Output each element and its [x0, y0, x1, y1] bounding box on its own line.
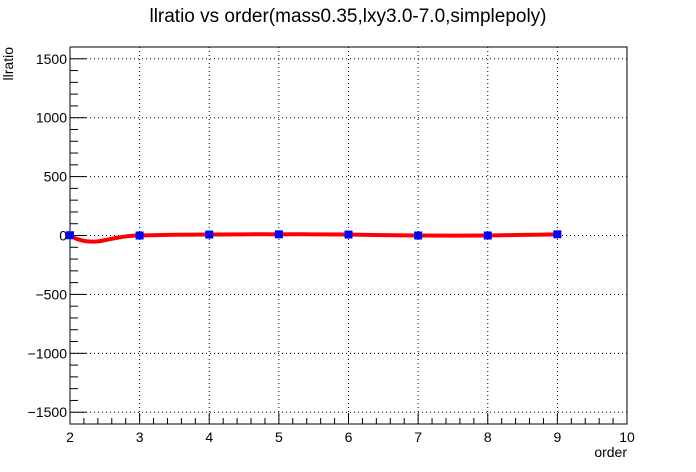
series-curve	[68, 232, 560, 244]
x-tick-label: 8	[484, 429, 492, 445]
data-point	[483, 231, 492, 240]
y-tick-label: 1500	[36, 51, 67, 67]
y-tick-label: 0	[59, 228, 67, 244]
y-tick-label: 500	[44, 169, 68, 185]
x-tick-label: 10	[619, 429, 635, 445]
data-point	[414, 231, 423, 240]
tick-labels: 2 3 4 5 6 7 8 9 10 −1500 −1000 −500 0 500 1000 1500	[28, 51, 635, 445]
x-tick-label: 7	[414, 429, 422, 445]
data-point	[135, 231, 144, 240]
x-tick-label: 9	[553, 429, 561, 445]
x-tick-label: 3	[136, 429, 144, 445]
data-point	[344, 230, 353, 239]
y-tick-label: 1000	[36, 110, 67, 126]
x-axis-label: order	[594, 444, 627, 460]
chart-title: llratio vs order(mass0.35,lxy3.0-7.0,sim…	[149, 6, 546, 27]
data-point	[66, 231, 74, 240]
y-tick-label: −500	[35, 286, 67, 302]
y-axis-label: llratio	[0, 47, 16, 81]
series	[66, 230, 562, 244]
x-tick-label: 4	[205, 429, 213, 445]
data-point	[274, 230, 283, 239]
data-point	[553, 230, 562, 239]
y-tick-label: −1500	[28, 404, 68, 420]
axis-ticks	[69, 46, 628, 425]
x-tick-label: 5	[275, 429, 283, 445]
y-tick-label: −1000	[28, 345, 68, 361]
x-tick-label: 6	[345, 429, 353, 445]
x-tick-label: 2	[66, 429, 74, 445]
data-point	[205, 230, 214, 239]
